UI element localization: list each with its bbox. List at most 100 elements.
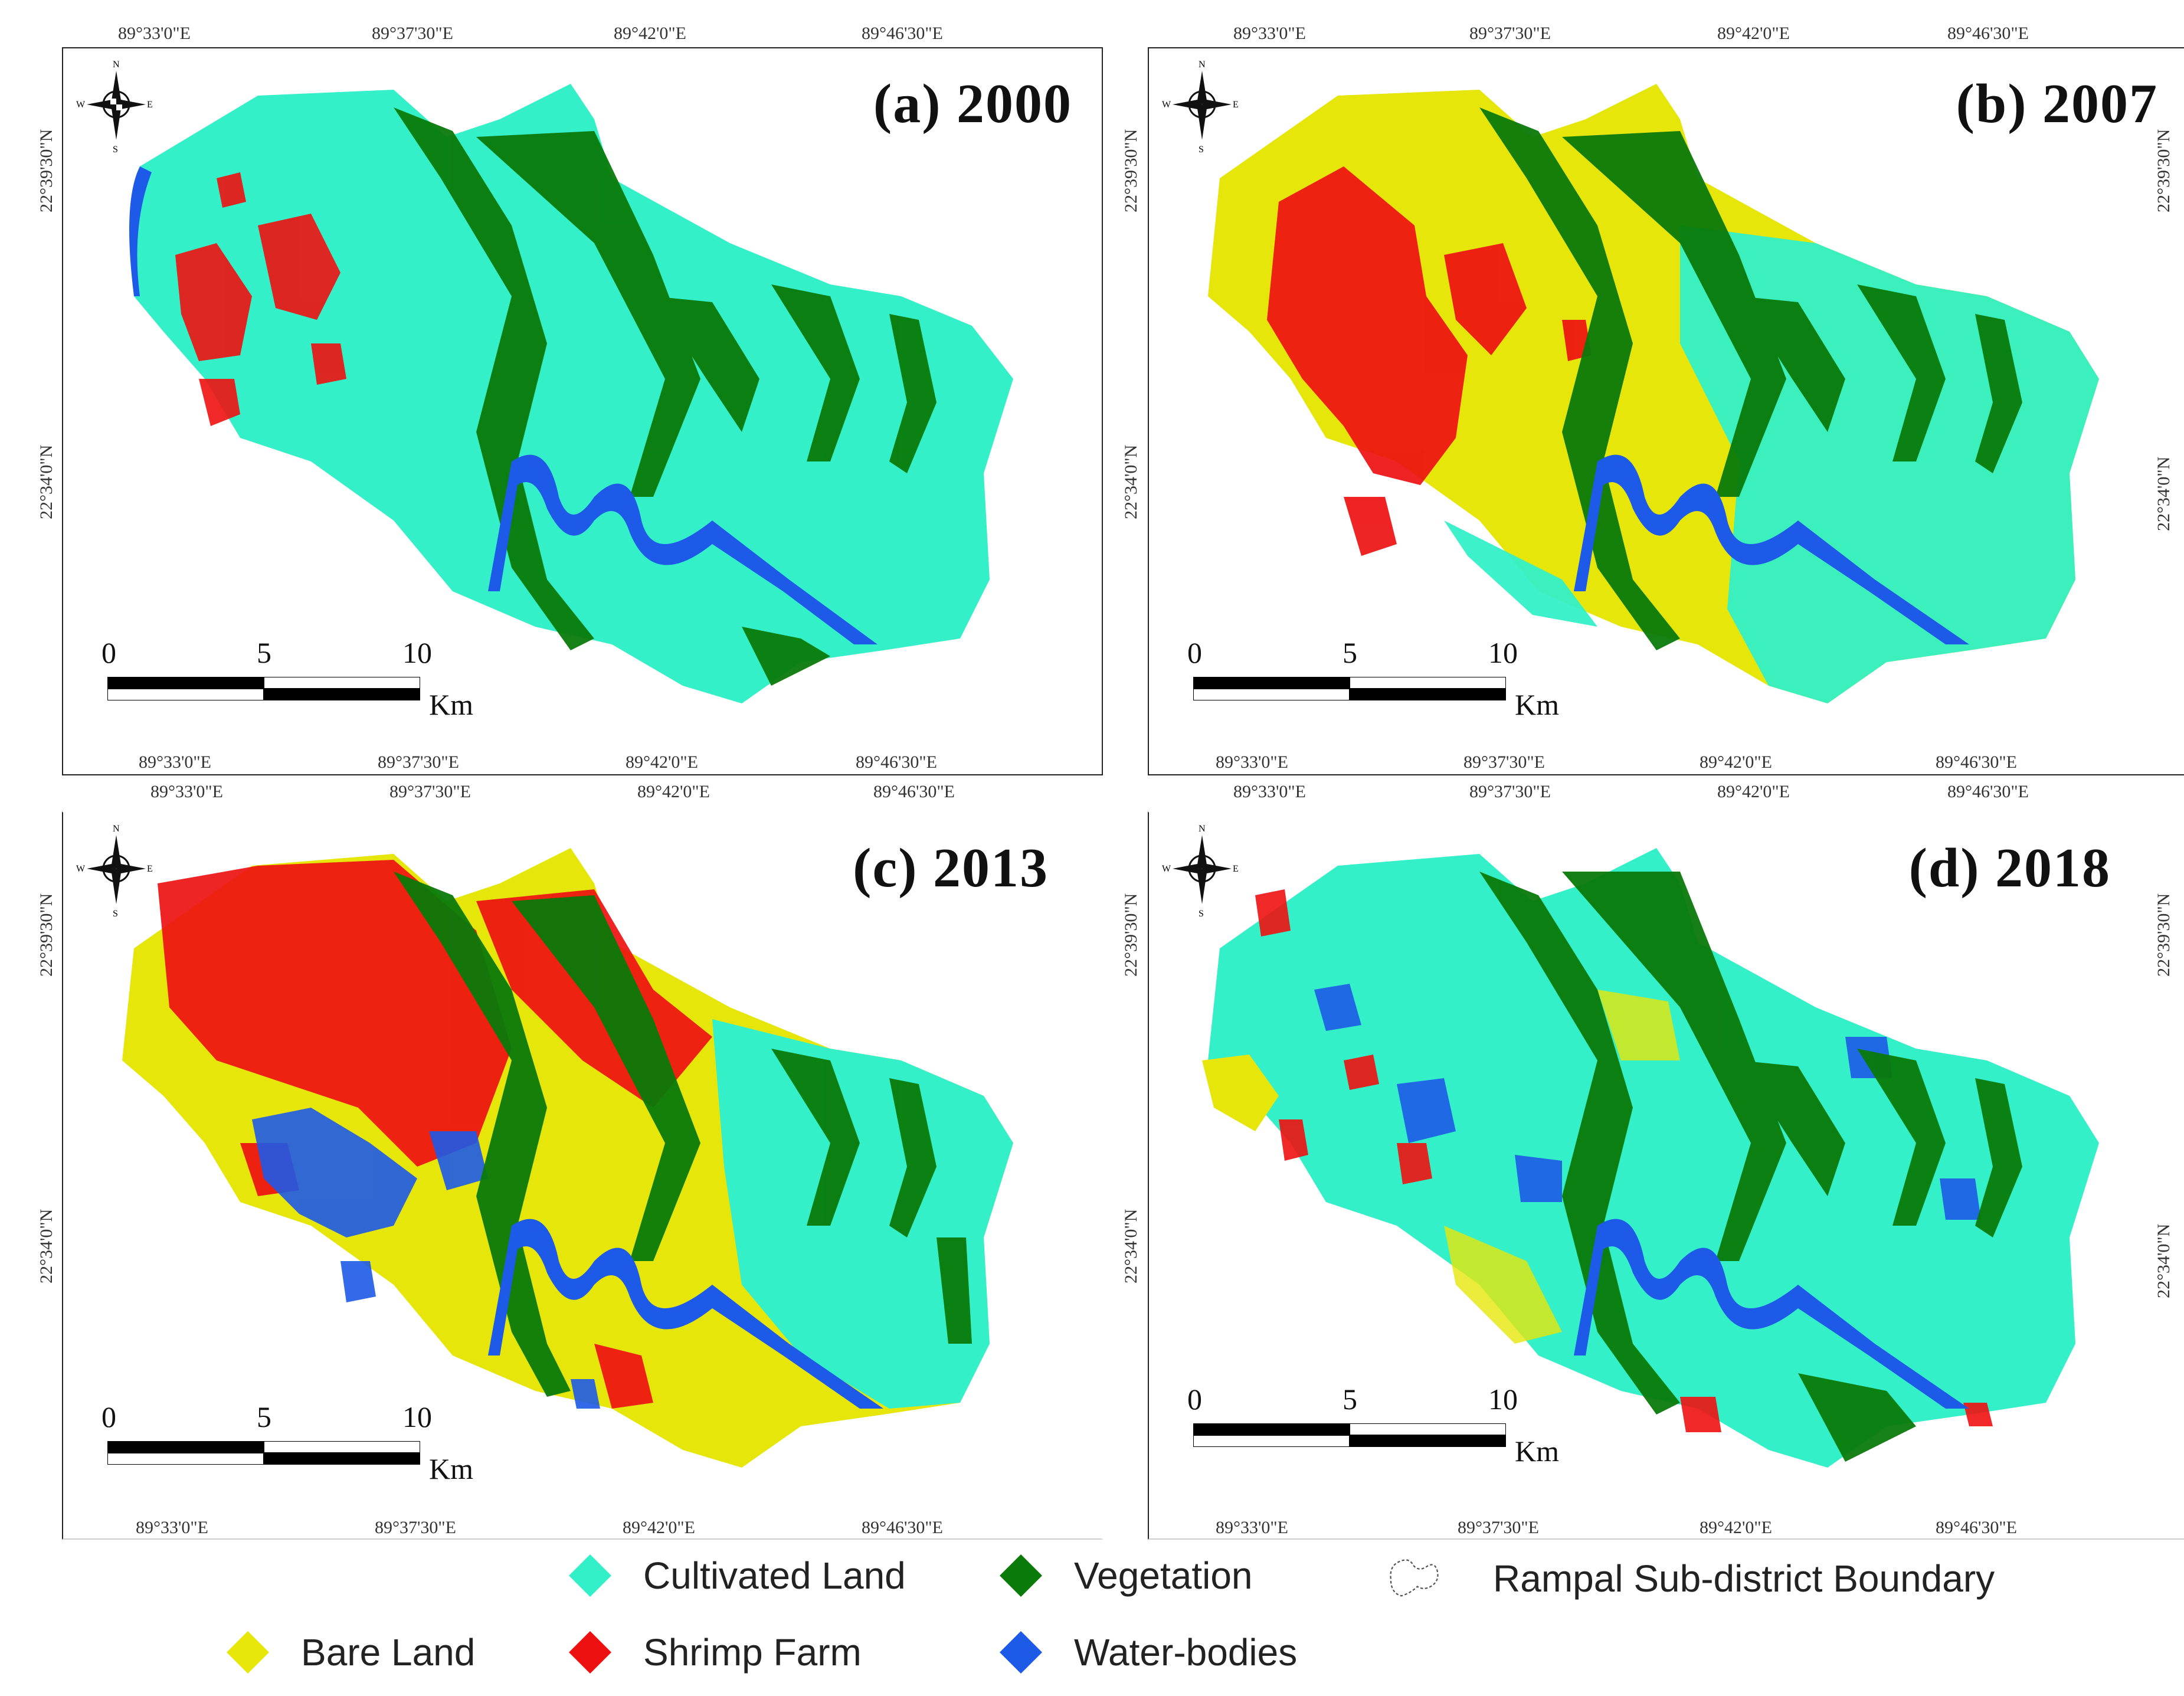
north-arrow-icon: N S W E [1161, 818, 1243, 919]
legend-label: Cultivated Land [643, 1554, 906, 1597]
scale-unit: Km [429, 1452, 473, 1485]
tick-bottom-c-3: 89°42'0"E [623, 1518, 695, 1537]
svg-text:S: S [113, 145, 118, 155]
scale-label-10: 10 [402, 636, 432, 669]
legend-item-shrimp: Shrimp Farm [567, 1629, 862, 1676]
tick-bottom-c-2: 89°37'30"E [375, 1518, 456, 1537]
tick-bottom-a-2: 89°37'30"E [378, 752, 459, 772]
tick-bottom-a-1: 89°33'0"E [139, 752, 211, 772]
tick-top-c-4: 89°46'30"E [873, 782, 955, 801]
north-arrow-icon: N S W E [75, 818, 158, 919]
tick-top-b-4: 89°46'30"E [1947, 24, 2029, 43]
diamond-icon [227, 1631, 269, 1674]
tick-left-a-2: 22°34'0"N [37, 444, 56, 519]
svg-text:E: E [1233, 864, 1239, 874]
tick-bottom-c-1: 89°33'0"E [136, 1518, 208, 1537]
svg-text:S: S [1199, 909, 1204, 919]
scale-label-0: 0 [101, 636, 116, 669]
legend-label: Shrimp Farm [643, 1631, 862, 1674]
svg-text:W: W [76, 864, 86, 874]
tick-top-d-1: 89°33'0"E [1233, 782, 1306, 801]
scale-label-10: 10 [1488, 1383, 1518, 1416]
svg-text:W: W [1162, 864, 1171, 874]
tick-left-b-2: 22°34'0"N [1121, 444, 1141, 519]
svg-text:N: N [1199, 824, 1206, 834]
scale-label-5: 5 [1343, 636, 1357, 669]
scale-label-10: 10 [1488, 636, 1518, 669]
legend-label: Bare Land [301, 1631, 476, 1674]
tick-bottom-d-1: 89°33'0"E [1216, 1518, 1288, 1537]
svg-text:E: E [147, 100, 153, 110]
tick-left-d-1: 22°39'30"N [1121, 893, 1141, 977]
svg-text:W: W [76, 100, 86, 110]
svg-text:N: N [1199, 60, 1206, 70]
scale-label-0: 0 [1187, 636, 1202, 669]
legend-item-cultivated: Cultivated Land [567, 1552, 906, 1599]
panel-title: (a) 2000 [873, 73, 1072, 135]
tick-bottom-b-4: 89°46'30"E [1936, 752, 2017, 772]
scale-bar: 0 5 10 Km [1187, 1382, 1559, 1476]
legend-label: Vegetation [1074, 1554, 1253, 1597]
north-arrow-icon: N S W E [75, 54, 158, 155]
scale-label-0: 0 [1187, 1383, 1202, 1416]
tick-bottom-a-4: 89°46'30"E [856, 752, 937, 772]
legend-label: Rampal Sub-district Boundary [1493, 1557, 1995, 1600]
scale-bar: 0 5 10 Km [1187, 636, 1559, 730]
land-cover-map-2000 [129, 84, 1013, 703]
tick-top-c-1: 89°33'0"E [150, 782, 223, 801]
legend-item-boundary: Rampal Sub-district Boundary [1369, 1552, 1995, 1605]
tick-bottom-d-3: 89°42'0"E [1700, 1518, 1772, 1537]
land-cover-map-2007 [1208, 84, 2099, 703]
map-legend: Cultivated Land Vegetation Rampal Sub-di… [0, 1534, 2184, 1696]
panel-title: (c) 2013 [853, 837, 1049, 899]
tick-top-d-2: 89°37'30"E [1469, 782, 1551, 801]
tick-top-c-3: 89°42'0"E [637, 782, 710, 801]
north-arrow-icon: N S W E [1161, 54, 1243, 155]
tick-top-b-3: 89°42'0"E [1717, 24, 1790, 43]
scale-unit: Km [1515, 688, 1559, 721]
tick-bottom-b-2: 89°37'30"E [1463, 752, 1545, 772]
tick-bottom-d-4: 89°46'30"E [1936, 1518, 2017, 1537]
map-panel-2007: N S W E (b) 2007 0 5 10 Km [1148, 47, 2184, 775]
scale-bar: 0 5 10 Km [101, 636, 473, 730]
tick-bottom-a-3: 89°42'0"E [626, 752, 698, 772]
tick-left-a-1: 22°39'30"N [37, 129, 56, 212]
tick-right-d-2: 22°34'0"N [2154, 1223, 2173, 1298]
tick-right-b-2: 22°34'0"N [2154, 456, 2173, 531]
map-panel-2000: N S W E (a) 2000 0 5 10 Km [62, 47, 1103, 775]
legend-item-bare: Bare Land [224, 1629, 475, 1676]
tick-left-d-2: 22°34'0"N [1121, 1209, 1141, 1284]
panel-title: (d) 2018 [1908, 837, 2111, 899]
scale-label-5: 5 [257, 1400, 271, 1433]
svg-text:E: E [1233, 100, 1239, 110]
tick-top-a-1: 89°33'0"E [118, 24, 191, 43]
scale-label-0: 0 [101, 1400, 116, 1433]
tick-bottom-b-1: 89°33'0"E [1216, 752, 1288, 772]
scale-label-5: 5 [1343, 1383, 1357, 1416]
tick-top-d-3: 89°42'0"E [1717, 782, 1790, 801]
legend-item-water: Water-bodies [997, 1629, 1297, 1676]
svg-text:S: S [113, 909, 118, 919]
svg-text:E: E [147, 864, 153, 874]
tick-left-c-1: 22°39'30"N [37, 893, 56, 977]
svg-text:N: N [113, 60, 120, 70]
map-panel-2013: N S W E (c) 2013 0 5 10 Km [62, 811, 1103, 1540]
scale-bar: 0 5 10 Km [101, 1400, 473, 1494]
scale-label-5: 5 [257, 636, 271, 669]
tick-bottom-d-2: 89°37'30"E [1458, 1518, 1539, 1537]
tick-top-a-4: 89°46'30"E [862, 24, 943, 43]
tick-top-b-2: 89°37'30"E [1469, 24, 1551, 43]
land-cover-map-2013 [122, 848, 1013, 1468]
map-panel-2018: N S W E (d) 2018 0 5 10 Km [1148, 811, 2184, 1540]
diamond-icon [1000, 1554, 1042, 1597]
svg-text:N: N [113, 824, 120, 834]
boundary-outline-icon [1390, 1559, 1439, 1597]
diamond-icon [569, 1631, 611, 1674]
tick-top-a-2: 89°37'30"E [372, 24, 453, 43]
tick-bottom-c-4: 89°46'30"E [862, 1518, 943, 1537]
tick-top-b-1: 89°33'0"E [1233, 24, 1306, 43]
scale-unit: Km [429, 688, 473, 721]
legend-item-vegetation: Vegetation [997, 1552, 1253, 1599]
land-cover-map-2018 [1202, 848, 2099, 1468]
tick-right-b-1: 22°39'30"N [2154, 129, 2173, 212]
